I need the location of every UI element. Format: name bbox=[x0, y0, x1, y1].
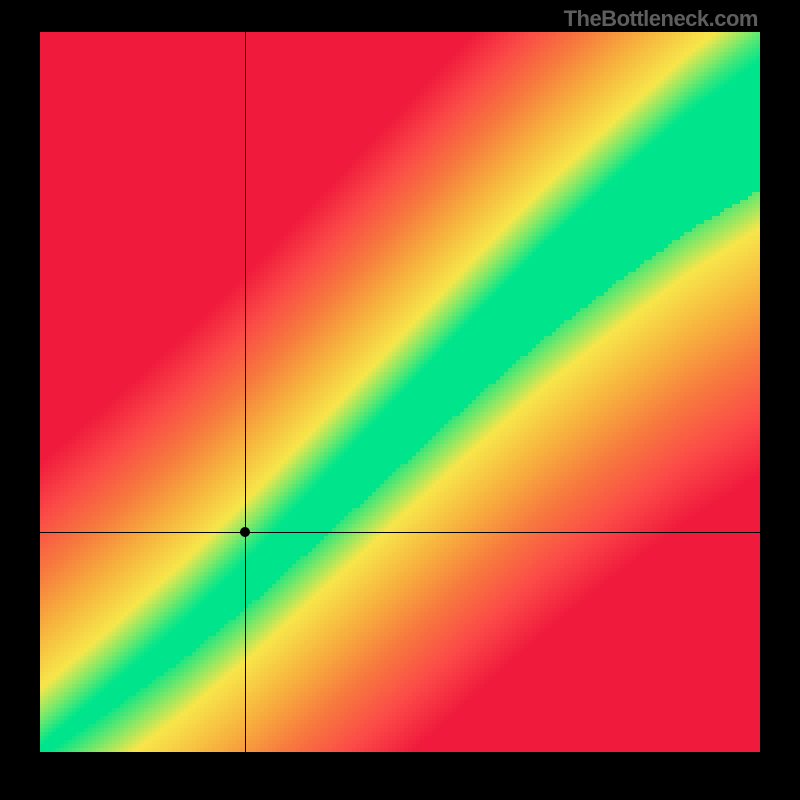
heatmap-plot bbox=[40, 32, 760, 752]
chart-container: TheBottleneck.com bbox=[0, 0, 800, 800]
crosshair-vertical bbox=[245, 32, 246, 752]
watermark-text: TheBottleneck.com bbox=[564, 6, 758, 32]
heatmap-canvas bbox=[40, 32, 760, 752]
point-marker bbox=[240, 527, 250, 537]
crosshair-horizontal bbox=[40, 532, 760, 533]
